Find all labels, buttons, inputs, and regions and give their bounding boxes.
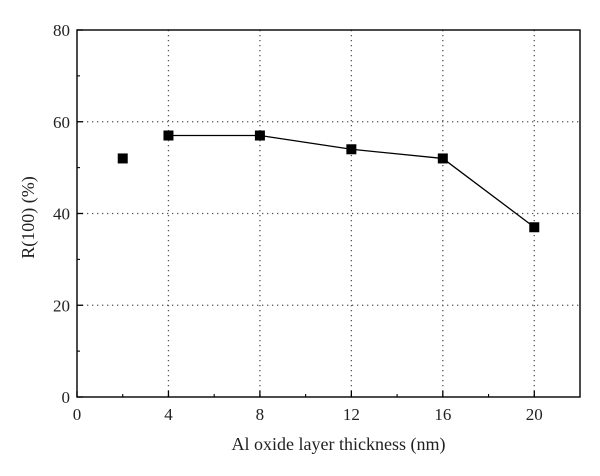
y-tick-label: 80 — [53, 21, 70, 40]
x-tick-label: 4 — [164, 405, 173, 424]
data-point — [529, 222, 540, 233]
series-line-segment — [442, 157, 535, 228]
y-axis-title: R(100) (%) — [18, 176, 39, 258]
y-tick-label: 40 — [53, 205, 70, 224]
data-point — [346, 144, 357, 155]
data-point — [163, 130, 174, 141]
data-point — [254, 130, 265, 141]
y-tick-label: 20 — [53, 296, 70, 315]
series-line-segment — [351, 148, 443, 160]
tick-labels: 0 4 8 12 16 20 0 20 40 60 80 — [53, 21, 543, 424]
x-tick-label: 20 — [526, 405, 543, 424]
x-axis-title: Al oxide layer thickness (nm) — [232, 434, 446, 455]
x-tick-label: 16 — [434, 405, 451, 424]
x-tick-label: 0 — [73, 405, 82, 424]
x-tick-label: 8 — [256, 405, 265, 424]
y-tick-label: 0 — [62, 388, 71, 407]
y-tick-label: 60 — [53, 113, 70, 132]
data-point — [437, 153, 448, 164]
grid-lines — [77, 30, 580, 397]
x-tick-label: 12 — [343, 405, 360, 424]
series-line-segment — [259, 134, 352, 150]
data-series — [117, 130, 540, 233]
data-point — [117, 153, 128, 164]
axis-ticks — [76, 29, 535, 398]
